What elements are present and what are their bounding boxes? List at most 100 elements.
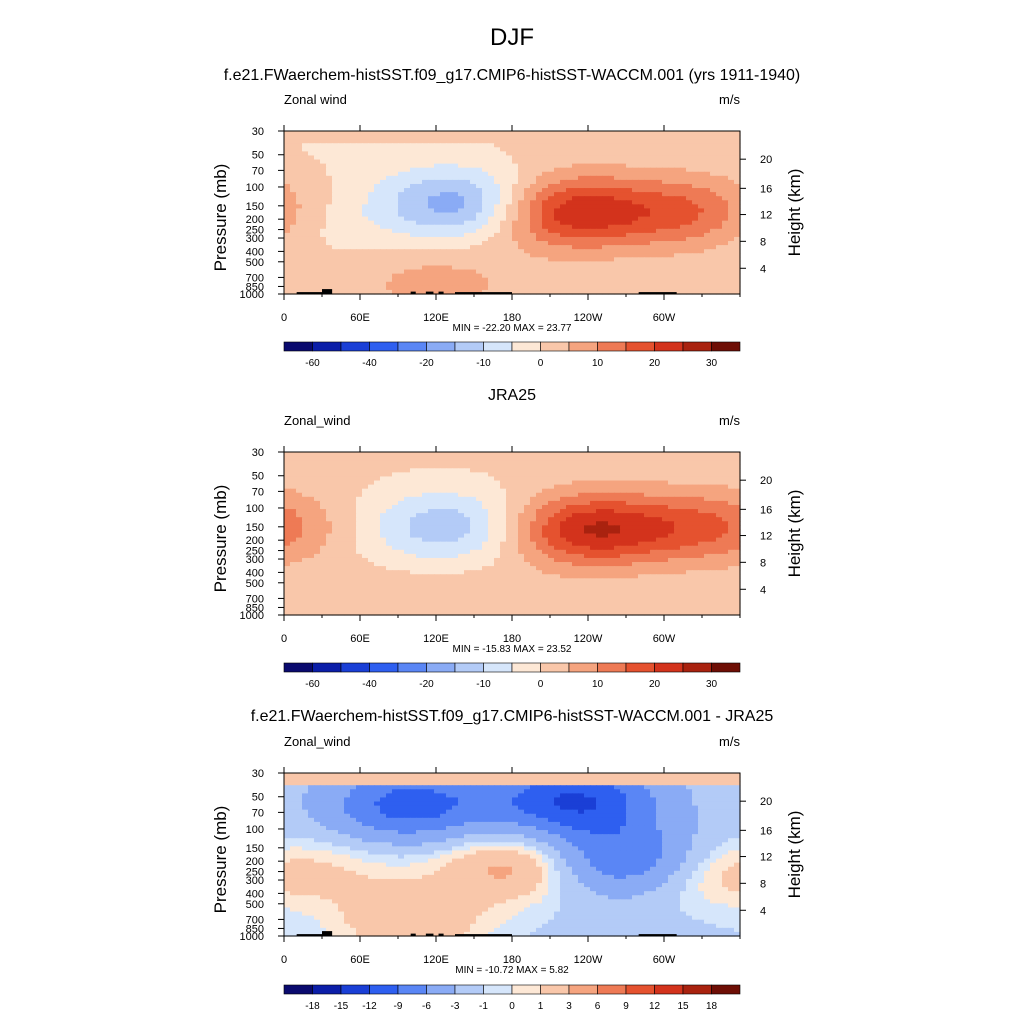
field-cell [344, 208, 351, 214]
field-cell [320, 155, 327, 161]
field-cell [698, 261, 705, 267]
field-cell [452, 265, 459, 271]
field-cell [698, 488, 705, 494]
field-cell [470, 452, 477, 457]
field-cell [626, 204, 633, 210]
field-cell [674, 277, 681, 283]
field-cell [668, 480, 675, 486]
field-cell [680, 468, 687, 473]
field-cell [380, 139, 387, 144]
field-cell [356, 533, 363, 539]
field-cell [482, 131, 489, 136]
field-cell [434, 236, 441, 242]
field-cell [368, 525, 375, 531]
field-cell [680, 204, 687, 210]
field-cell [674, 513, 681, 518]
field-cell [542, 265, 549, 271]
field-cell [530, 163, 537, 169]
field-cell [518, 468, 525, 473]
field-cell [692, 179, 699, 185]
field-cell [392, 212, 399, 218]
field-cell [290, 192, 297, 197]
field-cell [686, 488, 693, 494]
field-cell [482, 464, 489, 469]
field-cell [410, 200, 417, 205]
field-cell [458, 261, 465, 267]
field-cell [602, 541, 609, 547]
field-cell [734, 476, 741, 482]
field-cell [704, 200, 711, 205]
field-cell [716, 179, 723, 185]
field-cell [734, 220, 741, 226]
field-cell [350, 281, 357, 287]
field-cell [542, 220, 549, 226]
field-cell [344, 537, 351, 543]
field-cell [446, 529, 453, 535]
field-cell [572, 220, 579, 226]
field-cell [638, 488, 645, 494]
field-cell [284, 273, 291, 279]
field-cell [284, 265, 291, 271]
field-cell [416, 452, 423, 457]
field-cell [728, 183, 735, 189]
field-cell [470, 196, 477, 201]
field-cell [716, 236, 723, 242]
field-cell [614, 452, 621, 457]
field-cell [626, 200, 633, 205]
field-cell [398, 289, 405, 295]
colorbar-box [369, 341, 399, 352]
field-cell [380, 236, 387, 242]
field-cell [554, 139, 561, 144]
field-cell [380, 249, 387, 254]
field-cell [374, 492, 381, 498]
field-cell [314, 204, 321, 210]
field-cell [578, 155, 585, 161]
field-cell [362, 281, 369, 287]
field-cell [500, 456, 507, 461]
field-cell [326, 212, 333, 218]
field-cell [590, 245, 597, 250]
field-cell [386, 517, 393, 522]
field-cell [626, 183, 633, 189]
field-cell [662, 509, 669, 514]
field-cell [494, 460, 501, 465]
field-cell [530, 245, 537, 250]
field-cell [680, 179, 687, 185]
field-cell [428, 456, 435, 461]
field-cell [332, 151, 339, 157]
field-cell [626, 159, 633, 165]
field-cell [314, 513, 321, 518]
field-cell [620, 139, 627, 144]
field-cell [350, 204, 357, 210]
field-cell [458, 196, 465, 201]
field-cell [722, 208, 729, 214]
field-cell [290, 529, 297, 535]
topography-block [322, 289, 333, 294]
field-cell [578, 521, 585, 526]
field-cell [476, 171, 483, 177]
field-cell [290, 460, 297, 465]
field-cell [530, 196, 537, 201]
field-cell [638, 517, 645, 522]
field-cell [422, 529, 429, 535]
field-cell [668, 249, 675, 254]
field-cell [296, 533, 303, 539]
field-cell [584, 200, 591, 205]
y-right-tick-label: 4 [760, 263, 766, 275]
field-cell [290, 285, 297, 291]
field-cell [686, 175, 693, 181]
field-cell [704, 537, 711, 543]
field-cell [392, 139, 399, 144]
field-cell [692, 521, 699, 526]
field-cell [650, 236, 657, 242]
field-cell [314, 196, 321, 201]
field-cell [662, 131, 669, 136]
field-cell [398, 228, 405, 234]
field-cell [680, 220, 687, 226]
field-cell [362, 171, 369, 177]
field-cell [632, 188, 639, 193]
field-cell [680, 249, 687, 254]
field-cell [704, 216, 711, 222]
field-cell [716, 529, 723, 535]
field-cell [596, 504, 603, 510]
